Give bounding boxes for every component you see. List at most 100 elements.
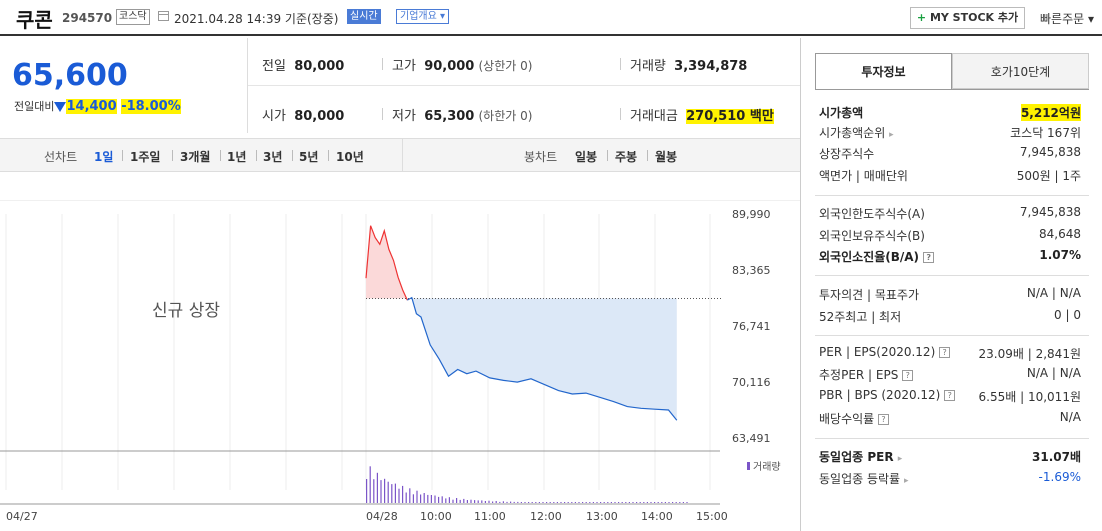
volume-bar: [625, 502, 627, 503]
help-icon[interactable]: ?: [939, 347, 951, 358]
cap-rank-row[interactable]: 시가총액순위 ▸ 코스닥 167위: [819, 124, 1081, 142]
volume-bar: [420, 494, 422, 503]
volume-bar: [441, 496, 443, 503]
stock-header: 쿠콘 294570 코스닥 2021.04.28 14:39 기준(장중) 실시…: [0, 0, 1102, 36]
tab-monthly[interactable]: 월봉: [655, 150, 678, 164]
summary-divider: [248, 85, 800, 86]
x-tick-label: 15:00: [696, 510, 728, 523]
foreign-ratio-row: 외국인소진율(B/A) ? 1.07%: [819, 248, 1081, 266]
corp-info-dropdown[interactable]: 기업개요 ▾: [396, 9, 449, 24]
est-per-label: 추정PER | EPS: [819, 368, 899, 382]
realtime-badge[interactable]: 실시간: [347, 9, 381, 24]
period-tabs: 선차트 1일 1주일 3개월 1년 3년 5년 10년 봉차트 일봉 주봉 월봉: [0, 138, 800, 172]
volume-bar: [520, 502, 522, 503]
volume-bar: [524, 502, 526, 503]
volume-bar: [596, 502, 598, 503]
volume-bar: [531, 502, 533, 503]
tab-order-book[interactable]: 호가10단계: [952, 53, 1089, 89]
divider: [402, 139, 403, 172]
stock-name: 쿠콘: [16, 8, 53, 32]
industry-per-row[interactable]: 동일업종 PER ▸ 31.07배: [819, 448, 1081, 466]
low-label: 저가: [392, 109, 416, 124]
volume-bar: [560, 502, 562, 503]
prev-value: 80,000: [294, 59, 345, 74]
tab-1y[interactable]: 1년: [227, 150, 247, 164]
volume: 거래량 3,394,878: [630, 55, 747, 74]
volume-bar: [682, 502, 684, 503]
volume-bar: [592, 502, 594, 503]
volume-bar: [628, 502, 630, 503]
tab-5y[interactable]: 5년: [299, 150, 319, 164]
divider: [328, 150, 329, 161]
industry-rate-label: 동일업종 등락률: [819, 472, 901, 486]
volume-bar: [600, 502, 602, 503]
price-change: 전일대비 14,400 -18.00%: [14, 98, 181, 114]
volume-bar: [384, 478, 386, 503]
per-row: PER | EPS(2020.12) ? 23.09배 | 2,841원: [819, 345, 1081, 363]
tab-weekly[interactable]: 주봉: [615, 150, 638, 164]
tab-1d[interactable]: 1일: [94, 150, 114, 164]
y-tick-label: 83,365: [732, 264, 771, 277]
divider: [292, 150, 293, 161]
tab-3m[interactable]: 3개월: [180, 150, 211, 164]
volume-bar: [387, 481, 389, 503]
tab-1w[interactable]: 1주일: [130, 150, 161, 164]
volume-bar: [499, 501, 501, 503]
volume-bar: [675, 502, 677, 503]
volume-bar: [470, 499, 472, 503]
trade-amount: 거래대금 270,510 백만: [630, 105, 774, 124]
volume-bar: [643, 502, 645, 503]
opinion-value: N/A | N/A: [1026, 286, 1081, 300]
pbr-row: PBR | BPS (2020.12) ? 6.55배 | 10,011원: [819, 388, 1081, 406]
volume-bar: [502, 501, 504, 503]
help-icon[interactable]: ?: [878, 414, 890, 425]
tab-invest-info[interactable]: 투자정보: [815, 53, 952, 89]
volume-bar: [556, 502, 558, 503]
volume-bar: [466, 500, 468, 503]
volume-bar: [373, 479, 375, 503]
price-line-down: [407, 296, 678, 421]
volume-bar: [394, 483, 396, 503]
volume-bar: [636, 502, 638, 503]
tab-3y[interactable]: 3년: [263, 150, 283, 164]
volume-bar: [488, 500, 490, 503]
volume-bar: [369, 466, 371, 503]
volume-bar: [366, 479, 368, 503]
cap-rank-label: 시가총액순위: [819, 126, 886, 140]
foreign-hold-value: 84,648: [1039, 227, 1081, 241]
volume-bar: [495, 501, 497, 503]
intraday-chart[interactable]: 신규 상장 89,990 83,365 76,741 70,116 63,491 04/…: [0, 200, 800, 531]
volume-bar: [646, 502, 648, 503]
y-tick-label: 89,990: [732, 208, 771, 221]
help-icon[interactable]: ?: [944, 390, 956, 401]
volume-bar: [639, 502, 641, 503]
cap-rank-value: 코스닥 167위: [1010, 126, 1081, 140]
volume-bar: [506, 501, 508, 503]
par-row: 액면가 | 매매단위 500원 | 1주: [819, 167, 1081, 185]
volume-bar: [423, 493, 425, 503]
volume-bar: [477, 500, 479, 503]
amount-value: 270,510: [686, 109, 746, 124]
high-label: 고가: [392, 59, 416, 74]
quick-order-button[interactable]: 빠른주문 ▾: [1040, 12, 1094, 26]
volume-bar: [484, 501, 486, 503]
change-label: 전일대비: [14, 100, 55, 113]
volume-bar: [409, 488, 411, 503]
open-label: 시가: [262, 109, 286, 124]
divider: [220, 150, 221, 161]
help-icon[interactable]: ?: [902, 370, 914, 381]
divider: [382, 108, 383, 120]
opinion-label: 투자의견 | 목표주가: [819, 288, 919, 302]
industry-rate-row[interactable]: 동일업종 등락률 ▸ -1.69%: [819, 470, 1081, 488]
invest-info-panel: 투자정보 호가10단계 시가총액 5,212억원 시가총액순위 ▸ 코스닥 167위…: [800, 38, 1102, 531]
tab-10y[interactable]: 10년: [336, 150, 364, 164]
add-my-stock-button[interactable]: + MY STOCK 추가: [910, 7, 1025, 29]
volume-bar: [603, 502, 605, 503]
foreign-hold-row: 외국인보유주식수(B) 84,648: [819, 227, 1081, 245]
help-icon[interactable]: ?: [923, 252, 935, 263]
tab-daily[interactable]: 일봉: [575, 150, 598, 164]
volume-bar: [445, 498, 447, 503]
volume-bars: [366, 466, 688, 503]
week52-value: 0 | 0: [1054, 308, 1081, 322]
week52-label: 52주최고 | 최저: [819, 310, 902, 324]
